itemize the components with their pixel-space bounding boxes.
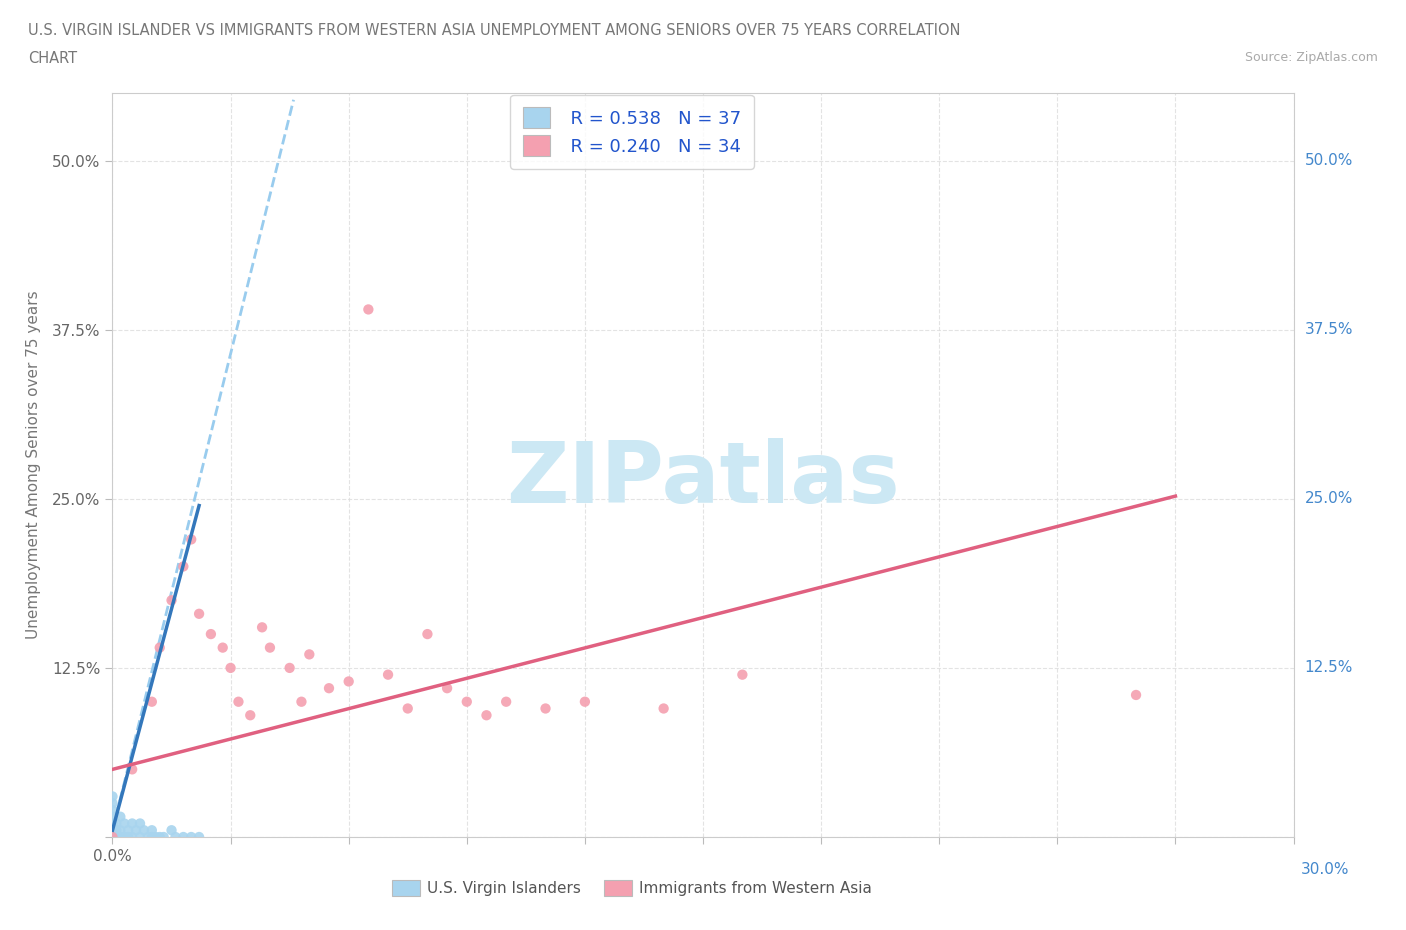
Text: ZIPatlas: ZIPatlas bbox=[506, 438, 900, 522]
Point bbox=[141, 830, 163, 844]
Point bbox=[160, 592, 183, 607]
Point bbox=[290, 695, 312, 710]
Point bbox=[117, 823, 139, 838]
Point bbox=[1125, 687, 1147, 702]
Point bbox=[298, 647, 321, 662]
Point bbox=[259, 640, 281, 655]
Point bbox=[101, 821, 124, 836]
Point bbox=[121, 830, 143, 844]
Y-axis label: Unemployment Among Seniors over 75 years: Unemployment Among Seniors over 75 years bbox=[27, 291, 41, 639]
Point bbox=[534, 701, 557, 716]
Point bbox=[101, 796, 124, 811]
Point bbox=[110, 823, 132, 838]
Point bbox=[101, 816, 124, 830]
Point bbox=[188, 830, 211, 844]
Point bbox=[172, 559, 194, 574]
Text: 12.5%: 12.5% bbox=[1305, 660, 1353, 675]
Legend: U.S. Virgin Islanders, Immigrants from Western Asia: U.S. Virgin Islanders, Immigrants from W… bbox=[384, 872, 880, 904]
Point bbox=[574, 695, 596, 710]
Point bbox=[101, 809, 124, 824]
Text: Source: ZipAtlas.com: Source: ZipAtlas.com bbox=[1244, 51, 1378, 64]
Point bbox=[180, 830, 202, 844]
Point bbox=[228, 695, 250, 710]
Text: 37.5%: 37.5% bbox=[1305, 322, 1353, 338]
Point bbox=[211, 640, 233, 655]
Point bbox=[377, 667, 399, 682]
Point bbox=[152, 830, 174, 844]
Point bbox=[219, 660, 242, 675]
Point bbox=[110, 830, 132, 844]
Point bbox=[188, 606, 211, 621]
Text: CHART: CHART bbox=[28, 51, 77, 66]
Point bbox=[436, 681, 458, 696]
Point bbox=[125, 823, 148, 838]
Point bbox=[121, 762, 143, 777]
Point bbox=[129, 816, 152, 830]
Point bbox=[180, 532, 202, 547]
Point bbox=[112, 816, 135, 830]
Point bbox=[200, 627, 222, 642]
Point bbox=[105, 816, 128, 830]
Point bbox=[145, 830, 167, 844]
Point bbox=[121, 816, 143, 830]
Point bbox=[337, 674, 360, 689]
Point bbox=[101, 827, 124, 842]
Point bbox=[105, 830, 128, 844]
Point bbox=[149, 640, 172, 655]
Point bbox=[165, 830, 187, 844]
Point bbox=[101, 803, 124, 817]
Point bbox=[278, 660, 301, 675]
Point bbox=[318, 681, 340, 696]
Point bbox=[112, 830, 135, 844]
Point bbox=[141, 823, 163, 838]
Point bbox=[110, 809, 132, 824]
Point bbox=[160, 823, 183, 838]
Point bbox=[172, 830, 194, 844]
Point bbox=[105, 823, 128, 838]
Point bbox=[101, 818, 124, 833]
Point bbox=[117, 830, 139, 844]
Point bbox=[101, 830, 124, 844]
Point bbox=[456, 695, 478, 710]
Point bbox=[357, 302, 380, 317]
Point bbox=[396, 701, 419, 716]
Text: 25.0%: 25.0% bbox=[1305, 491, 1353, 506]
Point bbox=[101, 830, 124, 844]
Point bbox=[495, 695, 517, 710]
Point bbox=[250, 620, 273, 635]
Point bbox=[475, 708, 498, 723]
Point bbox=[129, 830, 152, 844]
Point bbox=[136, 830, 159, 844]
Point bbox=[101, 824, 124, 839]
Point bbox=[101, 789, 124, 804]
Text: U.S. VIRGIN ISLANDER VS IMMIGRANTS FROM WESTERN ASIA UNEMPLOYMENT AMONG SENIORS : U.S. VIRGIN ISLANDER VS IMMIGRANTS FROM … bbox=[28, 23, 960, 38]
Point bbox=[132, 823, 155, 838]
Point bbox=[731, 667, 754, 682]
Point bbox=[149, 830, 172, 844]
Text: 30.0%: 30.0% bbox=[1301, 862, 1348, 877]
Point bbox=[239, 708, 262, 723]
Point bbox=[416, 627, 439, 642]
Point bbox=[141, 695, 163, 710]
Text: 50.0%: 50.0% bbox=[1305, 153, 1353, 168]
Point bbox=[652, 701, 675, 716]
